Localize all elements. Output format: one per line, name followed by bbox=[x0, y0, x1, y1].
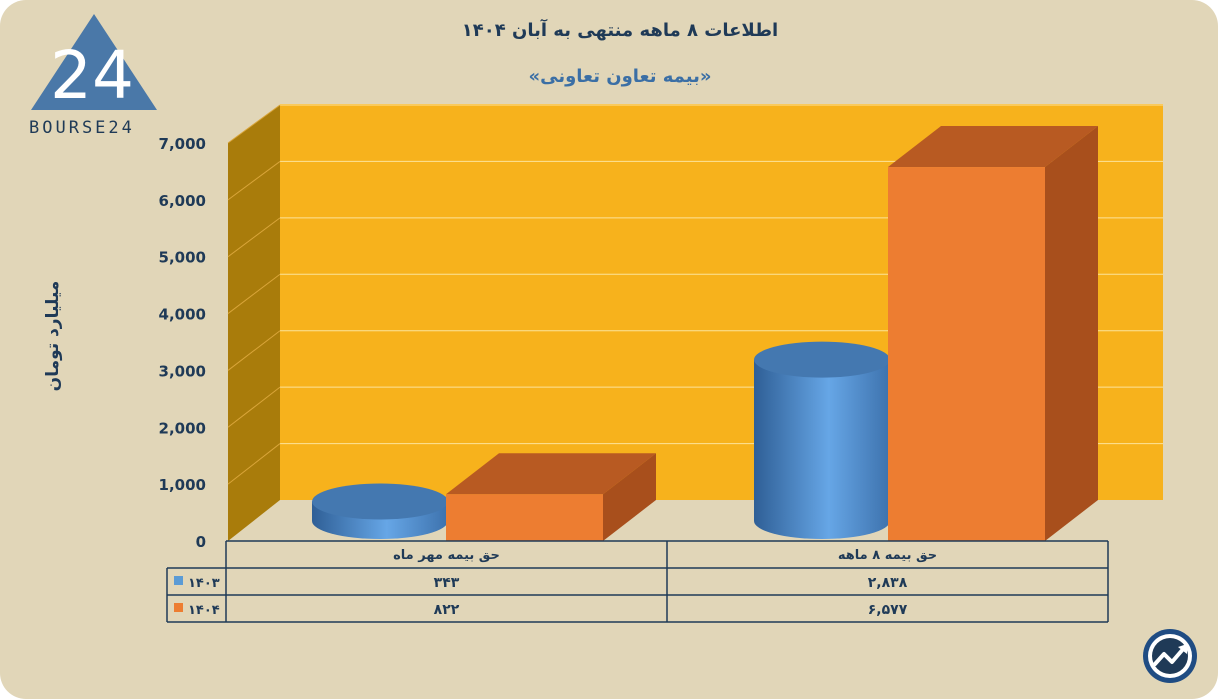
legend-swatch bbox=[174, 576, 183, 585]
legend-label: ۱۴۰۳ bbox=[188, 576, 220, 591]
data-label: ۸۲۲ bbox=[434, 602, 460, 618]
gridline-side bbox=[227, 217, 281, 258]
bar-1404 bbox=[888, 126, 1098, 541]
y-tick-label: 7,000 bbox=[159, 135, 206, 153]
logo-mark: 24 bbox=[50, 37, 134, 114]
box-top bbox=[446, 453, 656, 495]
y-tick-label: 1,000 bbox=[159, 476, 206, 494]
y-tick-label: 0 bbox=[196, 533, 206, 551]
box-top bbox=[888, 126, 1098, 168]
gridline-side bbox=[227, 104, 281, 144]
data-label: ۳۴۳ bbox=[434, 575, 460, 591]
chart-title: اطلاعات ۸ ماهه منتهی به آبان ۱۴۰۴ bbox=[461, 20, 779, 41]
data-label: ۶,۵۷۷ bbox=[868, 602, 908, 618]
gridline-side bbox=[227, 443, 281, 485]
box-side bbox=[1045, 126, 1098, 541]
cylinder-top bbox=[312, 483, 448, 520]
bar-1403 bbox=[312, 483, 448, 539]
data-label: ۲,۸۳۸ bbox=[868, 575, 908, 591]
bar-1403 bbox=[754, 341, 890, 539]
cylinder-top bbox=[754, 341, 890, 378]
box-front bbox=[446, 494, 603, 541]
y-tick-label: 5,000 bbox=[159, 249, 206, 267]
cylinder-body bbox=[754, 359, 890, 539]
logo-text: BOURSE24 bbox=[29, 118, 135, 138]
legend-swatch bbox=[174, 603, 183, 612]
y-tick-label: 3,000 bbox=[159, 362, 206, 380]
y-tick-label: 6,000 bbox=[159, 192, 206, 210]
bar-1404 bbox=[446, 453, 656, 541]
category-label: حق بیمه ۸ ماهه bbox=[838, 548, 937, 563]
box-front bbox=[888, 167, 1045, 541]
gridline-side bbox=[227, 273, 281, 314]
plot-side-wall bbox=[228, 105, 280, 541]
y-tick-label: 2,000 bbox=[159, 419, 206, 437]
chart-subtitle: «بیمه تعاون تعاونی» bbox=[528, 66, 712, 87]
category-label: حق بیمه مهر ماه bbox=[393, 548, 500, 563]
gridline-side bbox=[227, 161, 281, 201]
box-side bbox=[603, 453, 656, 541]
legend-label: ۱۴۰۴ bbox=[188, 603, 220, 618]
bourse24-logo: 24 bbox=[31, 14, 157, 114]
y-tick-label: 4,000 bbox=[159, 306, 206, 324]
trend-chart-icon[interactable] bbox=[1141, 627, 1199, 685]
gridline-side bbox=[227, 330, 281, 371]
gridline-side bbox=[227, 386, 281, 428]
